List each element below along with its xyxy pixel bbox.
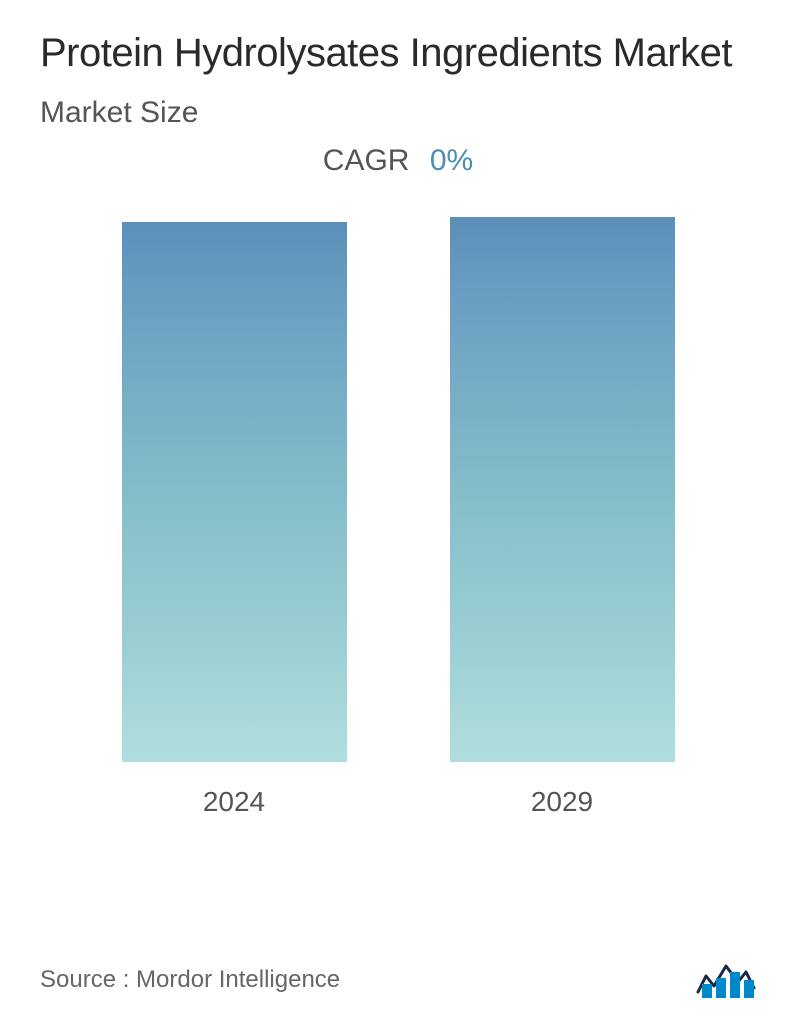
chart-subtitle: Market Size (40, 96, 756, 130)
cagr-label: CAGR (323, 144, 410, 177)
source-text: Source : Mordor Intelligence (40, 966, 340, 994)
bar-group-1: 2029 (442, 217, 682, 818)
chart-footer: Source : Mordor Intelligence (40, 960, 756, 1000)
bar-group-0: 2024 (114, 222, 354, 818)
bar-label-1: 2029 (531, 786, 593, 818)
bar-1 (450, 217, 675, 762)
bar-chart: 2024 2029 (40, 258, 756, 818)
chart-title: Protein Hydrolysates Ingredients Market (40, 28, 756, 78)
cagr-row: CAGR 0% (40, 144, 756, 178)
bar-0 (122, 222, 347, 762)
mordor-logo-icon (696, 960, 756, 1000)
bar-label-0: 2024 (203, 786, 265, 818)
cagr-value: 0% (430, 144, 473, 177)
